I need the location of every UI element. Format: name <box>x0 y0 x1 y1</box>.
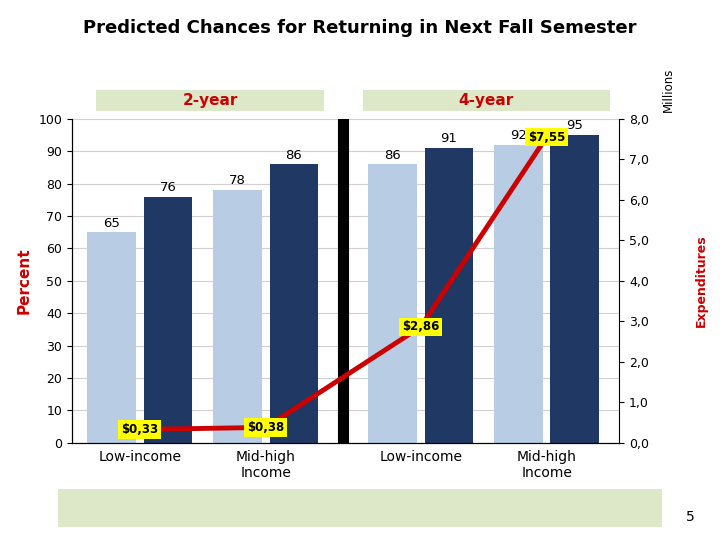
Bar <box>369 164 417 443</box>
Text: $0,33: $0,33 <box>121 423 158 436</box>
Text: 95: 95 <box>566 119 583 132</box>
Text: 86: 86 <box>384 148 401 161</box>
Text: 5: 5 <box>686 510 695 524</box>
Text: Expenditures: Expenditures <box>695 234 708 327</box>
Text: Millions: Millions <box>662 68 675 112</box>
Text: $0,38: $0,38 <box>247 421 284 434</box>
Text: $7,55: $7,55 <box>528 131 565 144</box>
Bar <box>144 197 192 443</box>
Y-axis label: Percent: Percent <box>17 247 32 314</box>
Text: Predicted Chances for Returning in Next Fall Semester: Predicted Chances for Returning in Next … <box>84 19 636 37</box>
Bar <box>88 232 136 443</box>
Bar <box>213 190 262 443</box>
Text: 2-year: 2-year <box>182 93 238 108</box>
Text: 65: 65 <box>103 217 120 230</box>
Text: 91: 91 <box>441 132 457 145</box>
Bar <box>425 148 473 443</box>
Text: 86: 86 <box>285 148 302 161</box>
Text: 92: 92 <box>510 129 527 142</box>
Text: 4-year: 4-year <box>459 93 513 108</box>
Text: $2,86: $2,86 <box>402 320 439 334</box>
Text: 76: 76 <box>159 181 176 194</box>
Text: 78: 78 <box>229 174 246 187</box>
Bar <box>269 164 318 443</box>
Bar <box>550 135 599 443</box>
Bar <box>494 145 543 443</box>
